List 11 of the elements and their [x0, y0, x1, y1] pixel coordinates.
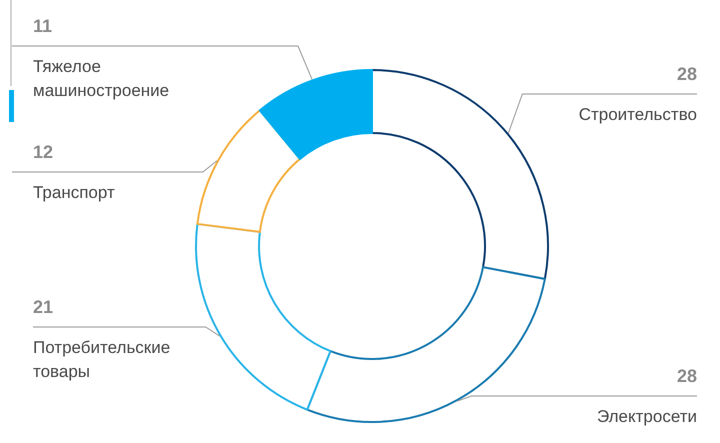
- slice-label: Строительство: [578, 105, 697, 124]
- data-label: 11: [33, 16, 52, 36]
- data-label: 28: [676, 366, 697, 386]
- data-label: 12: [33, 142, 54, 162]
- slice-label: Потребительские товары: [33, 338, 170, 381]
- donut-slice: [258, 69, 373, 160]
- slice-label: Тяжелое машиностроение: [33, 57, 170, 100]
- data-label: 21: [33, 297, 54, 317]
- slice-label: Электросети: [596, 407, 697, 426]
- data-label: 28: [676, 64, 697, 84]
- slice-label: Транспорт: [33, 183, 115, 202]
